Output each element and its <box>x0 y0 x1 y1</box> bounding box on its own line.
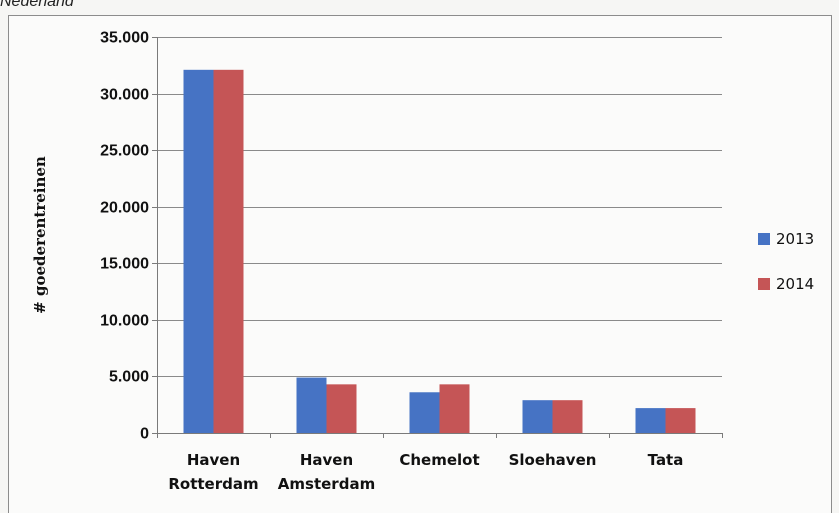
y-tick-label: 15.000 <box>100 256 149 273</box>
x-category-label: Tata <box>648 451 684 469</box>
y-axis-title: # goederentreinen <box>31 156 49 314</box>
legend-label: 2014 <box>776 275 814 293</box>
bar-2013-1 <box>296 377 327 433</box>
bar-2013-2 <box>409 392 440 433</box>
figure-caption: Nederland <box>0 0 74 10</box>
bar-2013-0 <box>183 69 214 433</box>
legend-swatch-2013 <box>758 233 770 245</box>
x-category-label: Rotterdam <box>168 475 258 493</box>
bar-2013-3 <box>522 400 553 433</box>
y-tick-label: 30.000 <box>100 87 149 104</box>
bar-2013-4 <box>635 408 666 433</box>
y-tick-label: 35.000 <box>100 30 149 47</box>
y-tick-label: 0 <box>140 426 149 443</box>
bar-2014-4 <box>665 408 696 433</box>
bar-2014-0 <box>213 69 244 433</box>
bar-2014-2 <box>439 384 470 433</box>
y-tick-label: 20.000 <box>100 200 149 217</box>
bar-2014-1 <box>326 384 357 433</box>
legend-swatch-2014 <box>758 278 770 290</box>
y-tick-label: 25.000 <box>100 143 149 160</box>
legend-label: 2013 <box>776 230 814 248</box>
x-category-label: Chemelot <box>399 451 479 469</box>
x-category-label: Haven <box>300 451 353 469</box>
x-category-label: Amsterdam <box>278 475 375 493</box>
bar-2014-3 <box>552 400 583 433</box>
y-tick-label: 10.000 <box>100 313 149 330</box>
y-tick-label: 5.000 <box>109 369 149 386</box>
x-category-label: Sloehaven <box>509 451 597 469</box>
x-category-label: Haven <box>187 451 240 469</box>
